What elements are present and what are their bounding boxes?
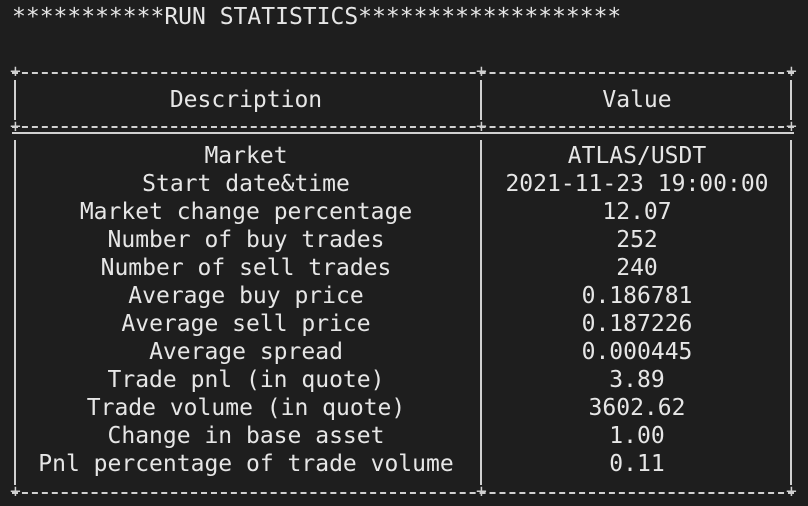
middle-border-header bbox=[480, 80, 482, 120]
left-border-body bbox=[14, 140, 16, 485]
corner-top-right: + bbox=[786, 61, 797, 82]
column-header-value: Value bbox=[602, 87, 672, 113]
row-value: 240 bbox=[616, 255, 658, 281]
row-description: Number of buy trades bbox=[107, 227, 385, 253]
corner-top-middle: + bbox=[476, 61, 487, 82]
row-value: 0.000445 bbox=[581, 339, 693, 365]
row-value: 12.07 bbox=[602, 199, 672, 225]
corner-header-left: + bbox=[10, 116, 21, 137]
left-border-header bbox=[14, 80, 16, 120]
run-statistics-banner: ***********RUN STATISTICS***************… bbox=[12, 4, 622, 30]
row-description: Start date&time bbox=[142, 171, 350, 197]
row-description: Pnl percentage of trade volume bbox=[38, 451, 454, 477]
row-description: Number of sell trades bbox=[100, 255, 392, 281]
row-value: 252 bbox=[616, 227, 658, 253]
row-description: Market change percentage bbox=[79, 199, 413, 225]
corner-header-middle: + bbox=[476, 116, 487, 137]
row-value: 0.187226 bbox=[581, 311, 693, 337]
corner-top-left: + bbox=[10, 61, 21, 82]
row-value: 0.11 bbox=[609, 451, 665, 477]
row-description: Trade pnl (in quote) bbox=[107, 367, 385, 393]
row-value: 1.00 bbox=[609, 423, 665, 449]
corner-header-right: + bbox=[786, 116, 797, 137]
header-separator-solid bbox=[12, 132, 794, 134]
row-value: 2021-11-23 19:00:00 bbox=[505, 171, 769, 197]
row-value: 0.186781 bbox=[581, 283, 693, 309]
column-header-description: Description bbox=[169, 87, 323, 113]
table-top-border bbox=[12, 72, 794, 74]
corner-bottom-right: + bbox=[786, 481, 797, 502]
row-value: 3602.62 bbox=[588, 395, 686, 421]
header-separator-dashed bbox=[12, 126, 794, 128]
row-description: Average buy price bbox=[128, 283, 364, 309]
middle-border-body bbox=[480, 140, 482, 485]
row-value: 3.89 bbox=[609, 367, 665, 393]
right-border-body bbox=[790, 140, 792, 485]
row-description: Change in base asset bbox=[107, 423, 385, 449]
row-description: Average sell price bbox=[121, 311, 371, 337]
row-description: Trade volume (in quote) bbox=[86, 395, 406, 421]
right-border-header bbox=[790, 80, 792, 120]
row-description: Market bbox=[204, 143, 288, 169]
corner-bottom-middle: + bbox=[476, 481, 487, 502]
corner-bottom-left: + bbox=[10, 481, 21, 502]
table-bottom-border bbox=[12, 492, 794, 494]
row-description: Average spread bbox=[149, 339, 343, 365]
row-value: ATLAS/USDT bbox=[567, 143, 707, 169]
